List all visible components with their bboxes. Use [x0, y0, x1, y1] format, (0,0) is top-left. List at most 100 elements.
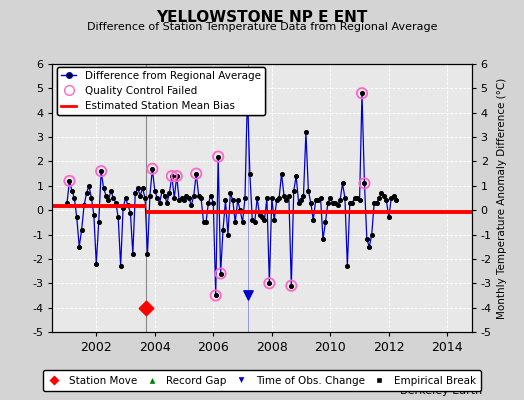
Point [148, 166, 157, 172]
Point [172, 173, 181, 179]
Point [270, 217, 278, 223]
Point [148, 166, 157, 172]
Point [153, 195, 161, 201]
Point [70, 195, 79, 201]
Point [187, 202, 195, 208]
Point [180, 197, 188, 204]
Point [90, 212, 98, 218]
Point [377, 190, 386, 196]
Point [87, 195, 95, 201]
Text: YELLOWSTONE NP E ENT: YELLOWSTONE NP E ENT [156, 10, 368, 25]
Point [142, 304, 150, 311]
Point [277, 170, 286, 177]
Point [331, 200, 340, 206]
Point [319, 236, 327, 243]
Point [124, 202, 132, 208]
Point [156, 200, 164, 206]
Point [138, 185, 147, 192]
Point [370, 200, 378, 206]
Point [78, 226, 86, 233]
Point [365, 244, 374, 250]
Point [282, 197, 291, 204]
Point [134, 185, 142, 192]
Point [104, 197, 113, 204]
Point [136, 192, 144, 199]
Point [97, 168, 105, 174]
Point [170, 195, 179, 201]
Point [63, 200, 71, 206]
Point [321, 219, 330, 226]
Point [304, 188, 312, 194]
Point [346, 200, 354, 206]
Point [126, 210, 135, 216]
Point [209, 200, 217, 206]
Point [206, 192, 215, 199]
Point [119, 204, 127, 211]
Point [255, 212, 264, 218]
Point [73, 214, 81, 221]
Point [285, 192, 293, 199]
Point [202, 219, 210, 226]
Point [250, 219, 259, 226]
Point [324, 200, 332, 206]
Point [107, 188, 115, 194]
Point [258, 214, 266, 221]
Point [392, 197, 400, 204]
Point [299, 192, 308, 199]
Point [109, 195, 117, 201]
Point [265, 280, 274, 286]
Point [358, 90, 366, 96]
Point [102, 192, 110, 199]
Point [226, 190, 235, 196]
Point [358, 90, 366, 96]
Y-axis label: Monthly Temperature Anomaly Difference (°C): Monthly Temperature Anomaly Difference (… [497, 77, 507, 319]
Point [333, 202, 342, 208]
Point [294, 200, 303, 206]
Point [336, 197, 344, 204]
Point [311, 197, 320, 204]
Point [75, 244, 83, 250]
Point [243, 90, 252, 96]
Point [389, 192, 398, 199]
Point [292, 173, 300, 179]
Point [178, 195, 186, 201]
Point [143, 251, 151, 257]
Point [221, 197, 230, 204]
Point [146, 192, 154, 199]
Point [175, 197, 183, 204]
Point [228, 197, 237, 204]
Point [165, 190, 173, 196]
Point [387, 195, 396, 201]
Point [367, 231, 376, 238]
Point [382, 197, 390, 204]
Point [234, 197, 242, 204]
Point [212, 292, 220, 299]
Point [265, 280, 274, 286]
Point [316, 195, 325, 201]
Point [163, 200, 171, 206]
Point [326, 195, 334, 201]
Point [158, 188, 166, 194]
Point [280, 192, 288, 199]
Point [309, 217, 318, 223]
Point [272, 197, 281, 204]
Point [80, 202, 88, 208]
Point [185, 195, 193, 201]
Point [241, 195, 249, 201]
Point [224, 231, 232, 238]
Point [199, 219, 208, 226]
Legend: Difference from Regional Average, Quality Control Failed, Estimated Station Mean: Difference from Regional Average, Qualit… [57, 67, 265, 116]
Point [168, 173, 176, 179]
Point [131, 190, 139, 196]
Point [212, 292, 220, 299]
Point [236, 207, 244, 213]
Point [260, 217, 269, 223]
Point [190, 192, 198, 199]
Text: Berkeley Earth: Berkeley Earth [400, 386, 482, 396]
Legend: Station Move, Record Gap, Time of Obs. Change, Empirical Break: Station Move, Record Gap, Time of Obs. C… [43, 370, 481, 391]
Point [307, 200, 315, 206]
Point [275, 195, 283, 201]
Point [114, 214, 123, 221]
Point [314, 197, 322, 204]
Point [129, 251, 137, 257]
